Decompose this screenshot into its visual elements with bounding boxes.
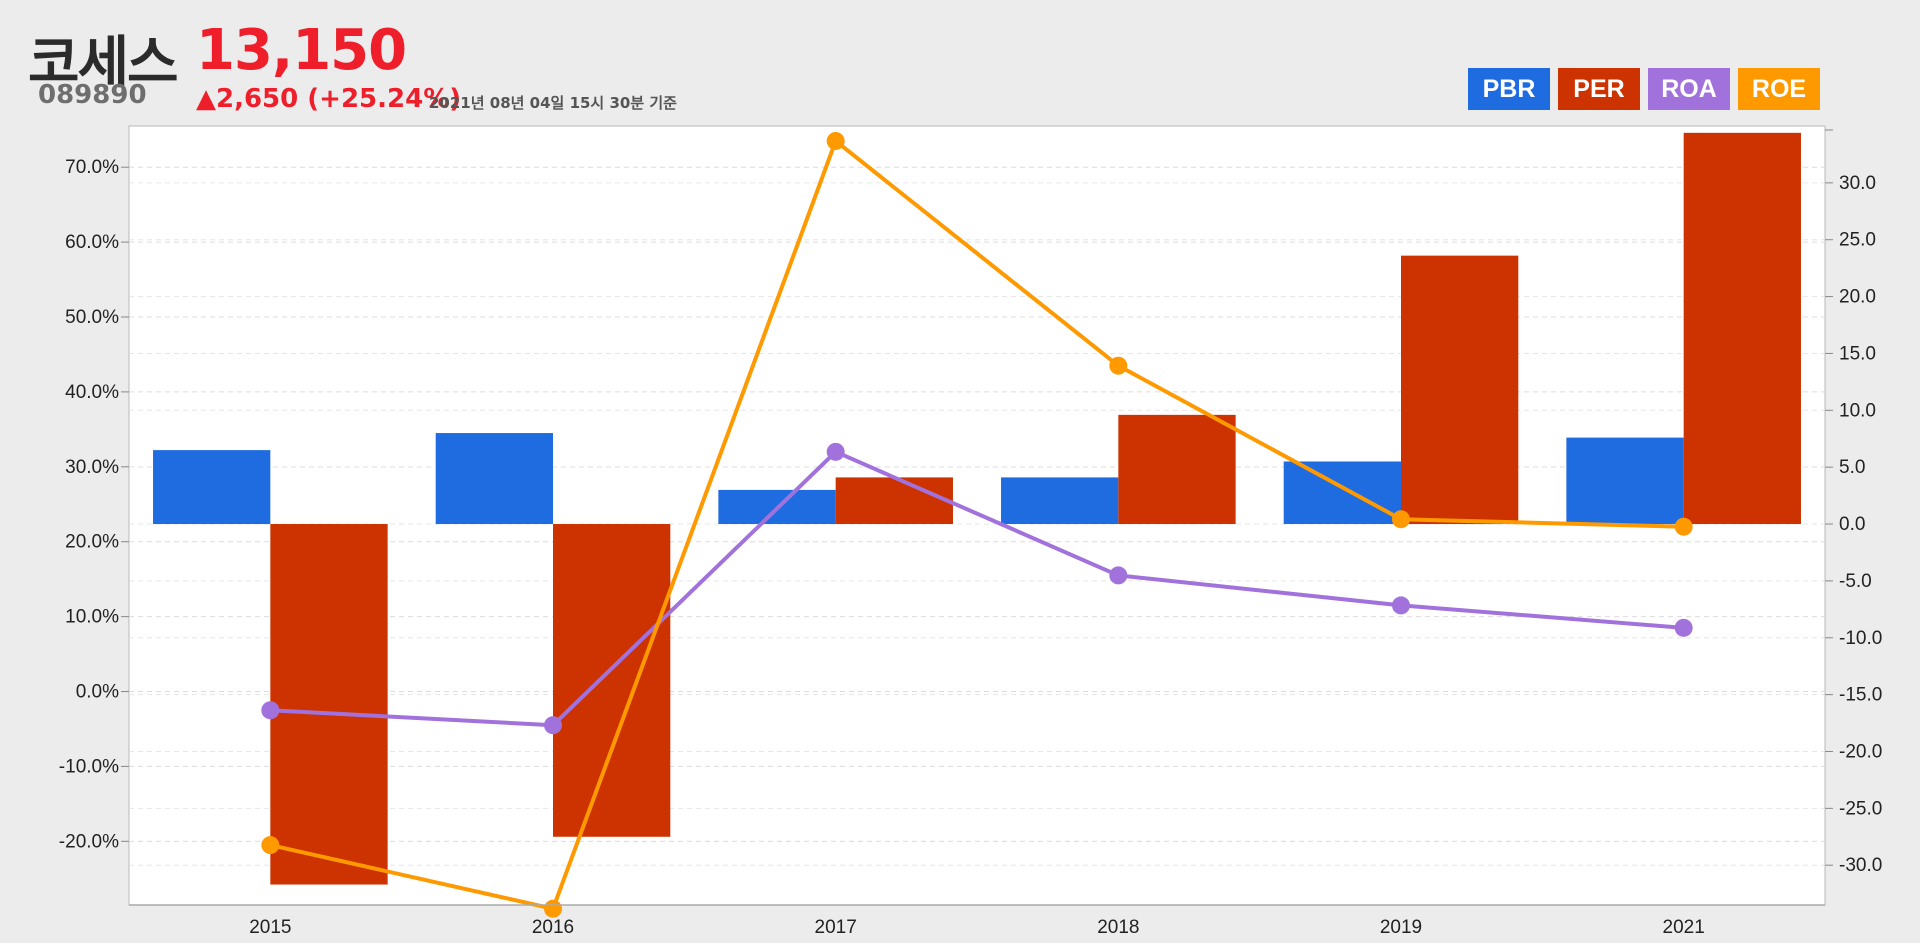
left-tick-label: 40.0% <box>65 382 119 403</box>
stock-change: ▲2,650 (+25.24%) <box>196 84 462 114</box>
point-roa <box>1392 596 1410 615</box>
header: 코세스 13,150 089890 ▲2,650 (+25.24%) 2021년… <box>0 0 1920 128</box>
x-tick-label: 2019 <box>1380 917 1422 938</box>
point-roa <box>544 716 562 735</box>
right-tick-label: -30.0 <box>1839 855 1882 876</box>
lines <box>261 131 1693 918</box>
point-roa <box>1109 566 1128 585</box>
bar-pbr <box>435 433 553 525</box>
point-roe <box>261 836 280 855</box>
x-tick-label: 2021 <box>1663 917 1705 938</box>
right-tick-label: 20.0 <box>1839 287 1876 308</box>
x-tick-label: 2016 <box>532 917 574 938</box>
chart-legend: PBR PER ROA ROE <box>1468 68 1820 110</box>
right-tick-label: 10.0 <box>1839 400 1876 421</box>
line-roa <box>270 449 1684 728</box>
gridlines <box>129 166 1825 866</box>
x-tick-label: 2018 <box>1097 917 1139 938</box>
point-roe <box>1392 510 1410 529</box>
stock-code: 089890 <box>38 80 147 110</box>
legend-per[interactable]: PER <box>1558 68 1640 110</box>
right-tick-label: -10.0 <box>1839 628 1882 649</box>
stock-timestamp: 2021년 08년 04일 15시 30분 기준 <box>429 94 677 112</box>
right-tick-label: 25.0 <box>1839 230 1876 251</box>
x-tick-label: 2017 <box>815 917 857 938</box>
line-roe <box>269 138 1684 911</box>
bar-per <box>1401 255 1519 525</box>
legend-pbr[interactable]: PBR <box>1468 68 1550 110</box>
point-roa <box>1674 618 1693 637</box>
legend-roe[interactable]: ROE <box>1738 68 1820 110</box>
right-tick-label: -5.0 <box>1839 571 1872 592</box>
legend-roa[interactable]: ROA <box>1648 68 1730 110</box>
left-tick-label: 20.0% <box>65 532 119 553</box>
left-tick-label: 60.0% <box>65 232 119 253</box>
point-roa <box>826 442 845 461</box>
left-tick-label: -10.0% <box>59 756 119 777</box>
right-tick-label: 15.0 <box>1839 343 1876 364</box>
right-tick-label: 30.0 <box>1839 173 1876 194</box>
bars <box>153 132 1801 885</box>
left-tick-label: 0.0% <box>76 682 119 703</box>
point-roe <box>826 131 845 150</box>
point-roe <box>544 899 562 918</box>
bar-pbr <box>1566 437 1684 525</box>
left-tick-label: -20.0% <box>59 831 119 852</box>
bar-per <box>270 524 388 885</box>
x-tick-label: 2015 <box>249 917 291 938</box>
left-tick-label: 70.0% <box>65 157 119 178</box>
left-tick-label: 30.0% <box>65 457 119 478</box>
bar-per <box>1683 132 1801 525</box>
right-tick-label: -15.0 <box>1839 685 1882 706</box>
bar-pbr <box>1001 477 1119 525</box>
right-tick-label: -20.0 <box>1839 741 1882 762</box>
bar-per <box>553 524 671 837</box>
right-tick-label: -25.0 <box>1839 798 1882 819</box>
point-roe <box>1109 356 1128 375</box>
right-tick-label: 5.0 <box>1839 457 1865 478</box>
stock-name: 코세스 <box>28 31 179 96</box>
left-tick-label: 50.0% <box>65 307 119 328</box>
point-roa <box>261 701 280 720</box>
bar-pbr <box>153 450 271 525</box>
point-roe <box>1674 517 1693 536</box>
bar-per <box>835 477 953 525</box>
bar-per <box>1118 414 1236 525</box>
axes: 70.0% 60.0% 50.0% 40.0% 30.0% 20.0% 10.0% 0.0% -… <box>59 129 1882 938</box>
bar-pbr <box>1283 461 1401 525</box>
right-tick-label: 0.0 <box>1839 514 1865 535</box>
left-tick-label: 10.0% <box>65 607 119 628</box>
stock-price: 13,150 <box>196 18 407 83</box>
